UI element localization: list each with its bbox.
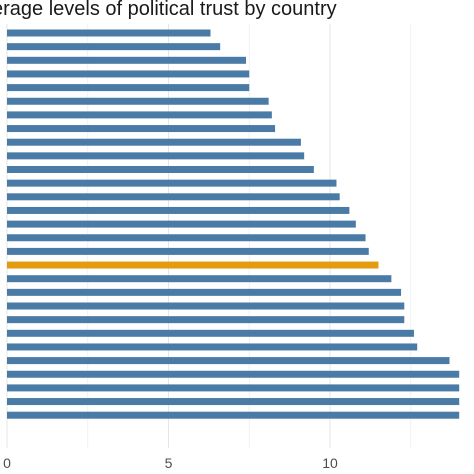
bar	[7, 125, 276, 133]
bar	[7, 234, 366, 242]
chart-title: erage levels of political trust by count…	[0, 0, 337, 20]
bar	[7, 111, 272, 119]
bar	[7, 97, 269, 105]
bar	[7, 329, 414, 337]
bar	[7, 152, 305, 160]
bar	[7, 220, 356, 228]
bar	[7, 357, 450, 365]
bar	[7, 411, 460, 419]
bar	[7, 166, 314, 173]
bar	[7, 247, 369, 255]
bar	[7, 288, 402, 296]
bar	[7, 316, 405, 324]
x-tick-label: 10	[322, 455, 338, 471]
bar	[7, 302, 405, 310]
bar	[7, 384, 460, 392]
bar	[7, 138, 301, 146]
bar	[7, 370, 460, 378]
bar-highlight	[7, 261, 379, 269]
bar	[7, 70, 250, 78]
bar	[7, 206, 350, 214]
bar	[7, 398, 460, 406]
bar	[7, 56, 247, 64]
bar	[7, 179, 337, 187]
bar	[7, 43, 221, 51]
x-tick-label: 0	[3, 455, 11, 471]
bar	[7, 275, 392, 283]
x-tick-label: 5	[165, 455, 173, 471]
bar	[7, 84, 250, 92]
bar	[7, 193, 340, 201]
bar	[7, 29, 211, 37]
bar	[7, 343, 418, 351]
